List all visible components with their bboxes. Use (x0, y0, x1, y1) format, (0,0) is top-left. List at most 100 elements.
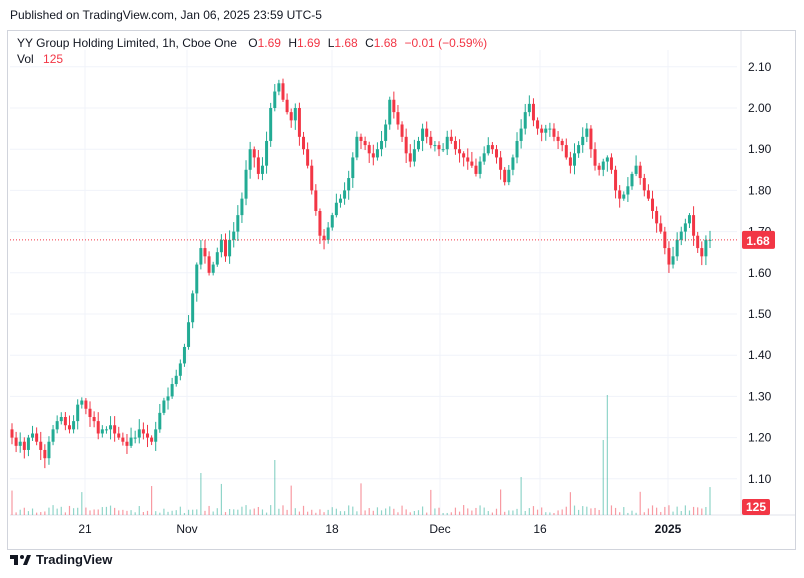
candle-body (651, 198, 655, 211)
candle-body (96, 421, 100, 434)
volume-bar (467, 508, 469, 515)
volume-bar (114, 507, 116, 515)
candle-body (453, 140, 457, 150)
volume-bar (454, 507, 457, 515)
volume-bar (602, 440, 604, 515)
candle-body (18, 441, 22, 446)
legend-h-value: 1.69 (296, 36, 321, 50)
volume-bar (290, 485, 292, 515)
candle-body (544, 128, 548, 133)
candle-body (269, 108, 273, 141)
volume-bar (536, 509, 539, 515)
candle-body (416, 140, 420, 150)
volume-bar (557, 510, 559, 515)
volume-bar (524, 510, 526, 515)
candle-body (384, 124, 388, 141)
candle-body (470, 161, 474, 166)
candle-body (573, 153, 577, 166)
candle-body (228, 239, 232, 257)
candle-body (129, 437, 133, 446)
candle-body (195, 264, 199, 294)
volume-bar (565, 506, 567, 515)
candle-body (597, 165, 601, 170)
volume-bar (549, 512, 551, 515)
candle-body (408, 153, 412, 162)
candle-body (540, 128, 544, 133)
candle-body (236, 215, 240, 232)
volume-bar (508, 510, 510, 515)
candle-body (614, 169, 618, 191)
volume-bar (11, 490, 13, 515)
candle-body (388, 99, 392, 125)
volume-bar (598, 509, 600, 515)
candle-body (511, 157, 515, 170)
price-tick-label: 1.80 (748, 183, 772, 197)
candle-body (425, 128, 429, 137)
volume-bar (483, 507, 485, 515)
candle-body (618, 190, 622, 199)
volume-bar (545, 512, 547, 515)
volume-bar (528, 508, 530, 515)
volume-bar (541, 507, 543, 515)
last-price-badge (742, 230, 775, 249)
candle-body (215, 252, 219, 265)
candle-body (113, 425, 117, 434)
volume-bar (397, 512, 399, 515)
volume-bar (44, 511, 46, 515)
candle-body (507, 169, 511, 183)
volume-bar (155, 511, 157, 515)
legend-o-value: 1.69 (257, 36, 281, 50)
candle-body (141, 429, 145, 434)
volume-bar (430, 489, 432, 515)
candle-body (22, 441, 26, 450)
volume-bar (187, 509, 190, 515)
time-tick-label: 21 (78, 522, 92, 536)
price-tick-label: 2.00 (748, 101, 772, 115)
volume-bar (635, 512, 637, 515)
volume-bar (130, 510, 132, 515)
candle-body (355, 136, 359, 158)
volume-bar (413, 511, 415, 515)
volume-bar (192, 509, 194, 515)
price-tick-label: 1.10 (748, 472, 772, 486)
tradingview-logo[interactable]: TradingView (10, 552, 112, 567)
candle-body (63, 417, 67, 426)
candle-body (392, 99, 396, 113)
volume-bar (319, 509, 321, 515)
volume-bar (339, 511, 342, 515)
candle-body (683, 223, 687, 232)
volume-bar (167, 511, 169, 515)
volume-bar (159, 512, 161, 515)
candle-body (125, 441, 129, 446)
candle-body (182, 346, 186, 364)
volume-bar (89, 510, 91, 515)
volume-bar (516, 508, 518, 515)
candle-body (523, 112, 527, 129)
volume-bar (656, 507, 658, 515)
volume-bar (401, 505, 403, 515)
volume-bar (487, 511, 489, 515)
time-tick-label: Nov (176, 522, 197, 536)
price-tick-label: 1.60 (748, 266, 772, 280)
volume-bar (335, 508, 337, 515)
volume-bar (23, 507, 25, 515)
volume-bar (85, 507, 87, 515)
candle-body (14, 437, 18, 446)
volume-bar (19, 509, 21, 515)
candle-body (158, 412, 162, 430)
candle-body (244, 169, 248, 199)
candle-body (380, 140, 384, 150)
volume-bar (389, 506, 391, 515)
candle-body (76, 404, 80, 422)
candle-body (88, 408, 92, 417)
candle-body (609, 157, 613, 170)
volume-bar (27, 511, 30, 515)
candle-body (478, 161, 482, 174)
volume-bar (590, 508, 592, 515)
candle-body (277, 83, 281, 92)
volume-bar (151, 486, 153, 515)
price-tick-label: 1.20 (748, 431, 772, 445)
candle-body (334, 202, 338, 216)
candle-body (638, 165, 642, 179)
